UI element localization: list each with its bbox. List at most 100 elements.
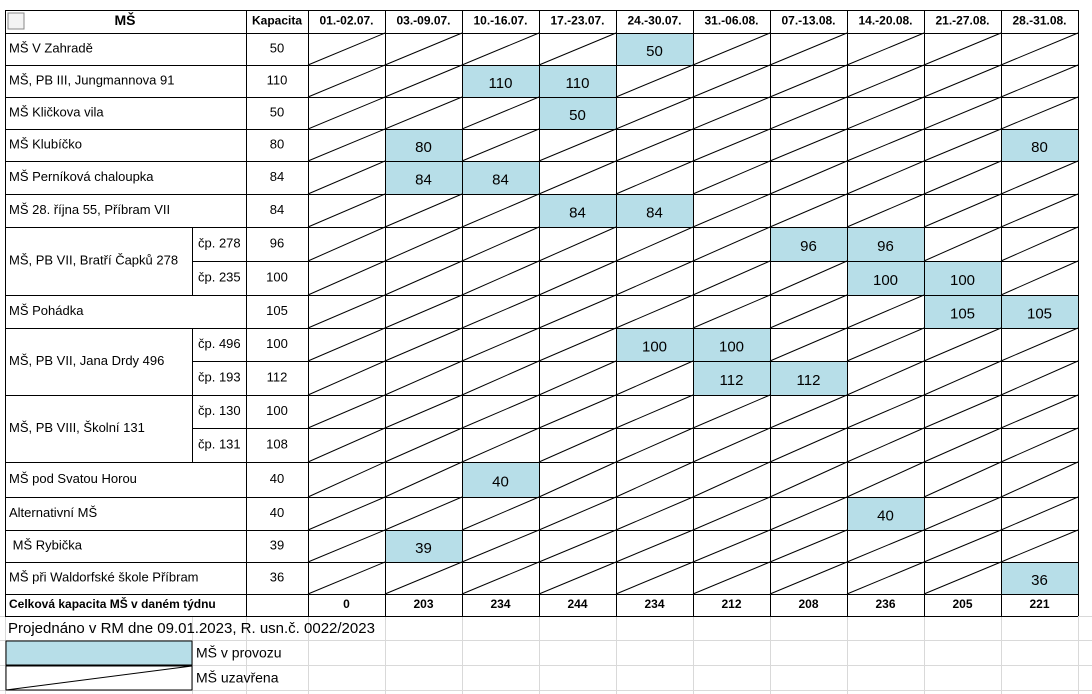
cell-value: 80 bbox=[1031, 139, 1048, 156]
closed-mark bbox=[307, 226, 386, 262]
closed-mark bbox=[538, 529, 617, 563]
open-cell bbox=[924, 295, 1001, 328]
closed-mark bbox=[615, 529, 694, 563]
closed-mark bbox=[384, 193, 463, 228]
capacity: 80 bbox=[270, 136, 284, 151]
closed-mark bbox=[846, 529, 925, 563]
total-value: 212 bbox=[721, 597, 741, 611]
closed-mark bbox=[384, 360, 463, 396]
closed-mark bbox=[307, 96, 386, 130]
closed-mark bbox=[846, 360, 925, 396]
cell-value: 50 bbox=[646, 43, 663, 60]
cell-value: 100 bbox=[642, 338, 667, 355]
closed-mark bbox=[1000, 226, 1079, 262]
closed-mark bbox=[846, 294, 925, 329]
closed-mark bbox=[307, 294, 386, 329]
closed-mark bbox=[538, 226, 617, 262]
closed-mark bbox=[461, 360, 540, 396]
closed-mark bbox=[846, 561, 925, 595]
closed-mark bbox=[769, 496, 848, 531]
cell-value: 80 bbox=[415, 139, 432, 156]
capacity: 112 bbox=[267, 369, 288, 384]
header-cell: 01.-02.07. bbox=[319, 14, 373, 28]
header-cell: 21.-27.08. bbox=[935, 14, 989, 28]
closed-mark bbox=[307, 193, 386, 228]
closed-mark bbox=[461, 529, 540, 563]
closed-mark bbox=[615, 64, 694, 98]
closed-mark bbox=[769, 96, 848, 130]
closed-mark bbox=[307, 260, 386, 296]
closed-mark bbox=[769, 461, 848, 498]
closed-mark bbox=[923, 128, 1002, 162]
open-cell bbox=[770, 361, 847, 395]
open-cell bbox=[847, 261, 924, 295]
closed-mark bbox=[615, 427, 694, 463]
school-name: MŠ, PB VII, Bratří Čapků 278 bbox=[9, 252, 178, 267]
closed-mark bbox=[538, 160, 617, 195]
school-name: MŠ, PB VIII, Školní 131 bbox=[9, 420, 145, 435]
closed-mark bbox=[769, 561, 848, 595]
closed-mark bbox=[307, 529, 386, 563]
closed-mark bbox=[307, 461, 386, 498]
closed-mark bbox=[1000, 193, 1079, 228]
school-name: MŠ pod Svatou Horou bbox=[9, 471, 137, 486]
school-name: MŠ při Waldorfské škole Příbram bbox=[9, 569, 199, 584]
legend-label: MŠ v provozu bbox=[196, 645, 282, 661]
cell-value: 112 bbox=[720, 372, 744, 389]
closed-mark bbox=[384, 561, 463, 595]
closed-mark bbox=[1000, 529, 1079, 563]
closed-mark bbox=[846, 96, 925, 130]
closed-mark bbox=[846, 64, 925, 98]
closed-mark bbox=[307, 32, 386, 66]
icon bbox=[7, 12, 25, 30]
closed-mark bbox=[769, 64, 848, 98]
closed-mark bbox=[461, 561, 540, 595]
note: Projednáno v RM dne 09.01.2023, R. usn.č… bbox=[8, 620, 375, 637]
closed-mark bbox=[538, 360, 617, 396]
closed-mark bbox=[307, 64, 386, 98]
open-cell bbox=[385, 161, 462, 194]
cell-value: 96 bbox=[877, 238, 894, 255]
header-cell: 07.-13.08. bbox=[781, 14, 835, 28]
cell-value: 112 bbox=[797, 372, 821, 389]
school-name: MŠ Rybička bbox=[9, 537, 83, 552]
closed-mark bbox=[846, 327, 925, 362]
closed-mark bbox=[923, 226, 1002, 262]
closed-mark bbox=[615, 260, 694, 296]
closed-mark bbox=[923, 461, 1002, 498]
open-cell bbox=[462, 161, 539, 194]
closed-mark bbox=[538, 461, 617, 498]
school-name: MŠ, PB VII, Jana Drdy 496 bbox=[9, 353, 164, 368]
closed-mark bbox=[692, 32, 771, 66]
closed-mark bbox=[538, 260, 617, 296]
capacity: 108 bbox=[266, 436, 288, 451]
open-cell bbox=[385, 129, 462, 161]
unit-label: čp. 278 bbox=[198, 235, 241, 250]
cell-value: 96 bbox=[800, 238, 817, 255]
open-cell bbox=[1001, 129, 1078, 161]
closed-mark bbox=[384, 32, 463, 66]
closed-mark bbox=[846, 128, 925, 162]
closed-mark bbox=[461, 394, 540, 429]
cell-value: 50 bbox=[569, 107, 586, 124]
total-value: 0 bbox=[343, 597, 350, 611]
closed-mark bbox=[538, 561, 617, 595]
school-name: MŠ V Zahradě bbox=[9, 40, 93, 55]
closed-mark bbox=[538, 496, 617, 531]
cell-value: 84 bbox=[569, 204, 586, 221]
closed-mark bbox=[769, 294, 848, 329]
closed-mark bbox=[846, 160, 925, 195]
capacity: 105 bbox=[266, 303, 288, 318]
capacity: 84 bbox=[270, 169, 284, 184]
closed-mark bbox=[307, 360, 386, 396]
school-name: MŠ 28. října 55, Příbram VII bbox=[9, 202, 170, 217]
school-name: Alternativní MŠ bbox=[9, 505, 97, 520]
closed-mark bbox=[1000, 260, 1079, 296]
closed-mark bbox=[846, 32, 925, 66]
closed-mark bbox=[615, 128, 694, 162]
open-cell bbox=[847, 497, 924, 530]
closed-mark bbox=[307, 427, 386, 463]
closed-mark bbox=[384, 294, 463, 329]
table: MŠ Kapacita 01.-02.07. 03.-09.07. 10.-16.07.… bbox=[5, 10, 1079, 691]
closed-mark bbox=[923, 496, 1002, 531]
